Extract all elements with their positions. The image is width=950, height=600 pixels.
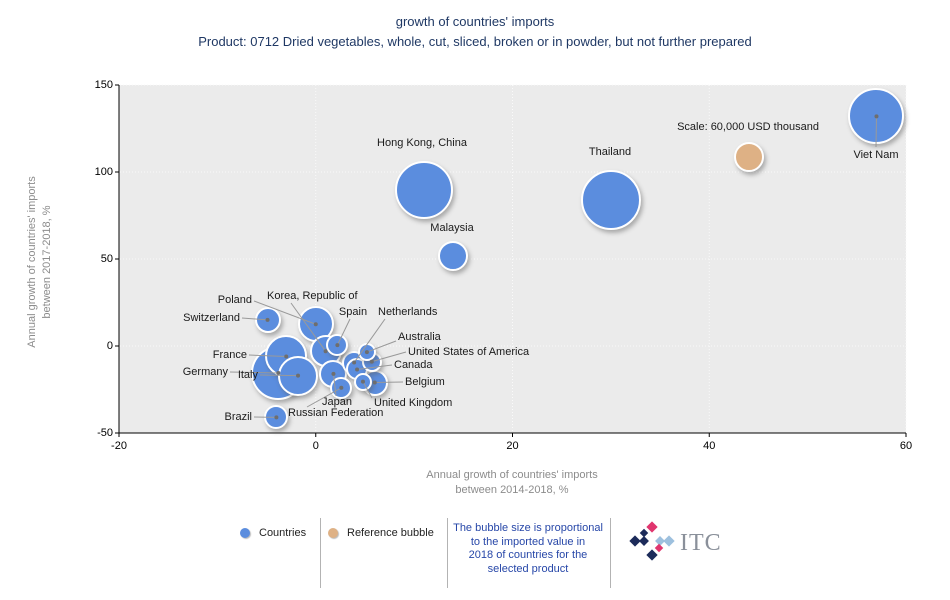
bubble-label: Japan [322,396,352,408]
legend-note-line1: The bubble size is proportional [453,522,603,534]
bubble-label: Thailand [588,146,632,158]
country-bubble[interactable] [580,169,641,230]
bubble-label: Russian Federation [288,407,384,419]
title-block: growth of countries' imports Product: 07… [0,12,950,52]
legend-note-line3: 2018 of countries for the [468,549,588,561]
x-axis-title-line2: between 2014-2018, % [455,484,569,496]
bubble-label: France [212,349,247,361]
country-bubble[interactable] [394,161,453,220]
x-tick-label: -20 [111,440,127,452]
legend-reference-label: Reference bubble [347,527,434,539]
legend-bubble-size-note: The bubble size is proportional to the i… [449,522,607,576]
country-bubble[interactable] [278,355,319,396]
bubble-label: Australia [398,331,441,343]
bubble-label: Germany [182,366,228,378]
x-axis-title: Annual growth of countries' imports betw… [312,468,712,498]
bubble-label: Brazil [224,411,252,423]
x-tick-label: 0 [312,440,319,452]
legend-divider-2 [447,518,448,588]
y-tick-label: 100 [94,166,113,178]
bubble-label: Korea, Republic of [267,290,358,302]
bubble-label: Hong Kong, China [377,137,467,149]
legend-note-line2: to the imported value in [470,535,586,548]
itc-logo: ITC [629,521,722,561]
x-tick-label: 60 [899,440,913,452]
reference-bubble[interactable] [733,142,764,173]
legend-countries-label: Countries [259,527,307,539]
bubble-label: Netherlands [378,306,438,318]
bubble-label: Malaysia [430,222,474,234]
country-bubble[interactable] [353,372,372,391]
y-axis-title-line2: between 2017-2018, % [41,205,53,319]
bubble-label: Poland [217,294,252,306]
scale-note: Scale: 60,000 USD thousand [677,121,819,133]
bubble-label: Italy [237,369,258,381]
y-tick-label: 0 [106,340,113,352]
bubble-label: Canada [394,359,433,371]
page-title: growth of countries' imports [395,14,555,29]
y-axis-title-line1: Annual growth of countries' imports [26,176,38,348]
y-tick-label: 150 [94,79,113,91]
legend-countries-dot [240,528,250,538]
y-axis-title: Annual growth of countries' imports betw… [25,112,55,412]
legend-divider-3 [610,518,611,588]
bubble-label: Switzerland [183,312,240,324]
y-tick-label: 50 [100,253,113,265]
legend-note-line4: selected product [487,562,569,575]
bubble-label: United States of America [408,346,530,358]
bubble-label: Belgium [405,376,445,388]
y-tick-label: -50 [97,427,113,439]
country-bubble[interactable] [438,241,469,272]
bubble-label: Spain [338,306,368,318]
itc-logo-text: ITC [680,530,722,556]
x-tick-label: 40 [703,440,716,452]
bubble-label: United Kingdom [374,397,453,409]
x-tick-label: 20 [506,440,519,452]
itc-logo-pinwheel [629,521,675,561]
legend-divider-1 [320,518,321,588]
bubble-label: Viet Nam [853,149,899,161]
x-axis-title-line1: Annual growth of countries' imports [426,469,598,481]
page-subtitle: Product: 0712 Dried vegetables, whole, c… [198,34,752,49]
legend-reference-dot [328,528,338,538]
country-bubble[interactable] [254,306,281,333]
country-bubble[interactable] [357,343,376,362]
